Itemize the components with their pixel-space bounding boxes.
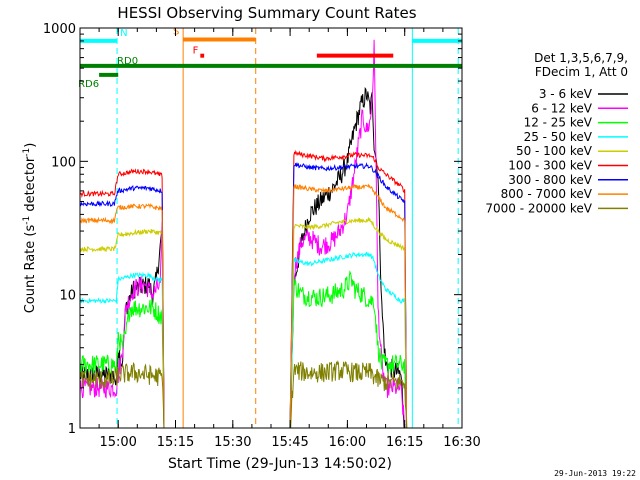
plot-area: N S F RD0 RD6 1 10 100 1000 15:00 15:15 15:30 15:45 1… [43,22,481,450]
flag-label-RD6: RD6 [78,79,99,90]
x-tick-label: 15:00 [99,435,136,450]
chart-title: HESSI Observing Summary Count Rates [117,4,416,22]
legend-header-line2: FDecim 1, Att 0 [535,65,628,79]
legend-header-line1: Det 1,3,5,6,7,9, [534,51,628,65]
series-line-3 [80,251,408,428]
series-line-8 [80,359,408,428]
y-tick-label: 1 [68,422,76,437]
x-tick-label: 15:45 [271,435,308,450]
x-tick-label: 16:00 [329,435,366,450]
series-line-4 [80,216,408,428]
flag-label-F: F [193,46,199,57]
series-line-7 [80,183,408,428]
legend-label: 7000 - 20000 keV [485,201,592,215]
legend-label: 3 - 6 keV [539,87,593,101]
x-tick-label: 15:15 [157,435,194,450]
legend-label: 25 - 50 keV [524,130,593,144]
legend-label: 12 - 25 keV [524,116,593,130]
legend-label: 6 - 12 keV [531,101,593,115]
legend-label: 800 - 7000 keV [501,187,593,201]
y-tick-label: 10 [59,289,76,304]
x-axis-label: Start Time (29-Jun-13 14:50:02) [168,456,392,472]
flag-label-S: S [173,26,179,37]
x-tick-label: 16:15 [386,435,423,450]
flag-label-N: N [120,28,127,39]
y-tick-label: 1000 [43,22,76,37]
legend-label: 50 - 100 keV [516,144,593,158]
legend-label: 300 - 800 keV [508,173,592,187]
y-tick-label: 100 [51,155,76,170]
series-line-5 [80,149,408,428]
x-tick-label: 15:30 [214,435,251,450]
x-tick-label: 16:30 [443,435,480,450]
timestamp: 29-Jun-2013 19:22 [554,469,636,478]
series-group [80,39,408,428]
legend-label: 100 - 300 keV [508,159,592,173]
flag-label-RD0: RD0 [117,56,138,67]
series-line-6 [80,161,408,428]
legend: Det 1,3,5,6,7,9, FDecim 1, Att 0 3 - 6 k… [485,51,628,215]
y-axis-label: Count Rate (s-1 detector-1) [22,143,38,314]
series-line-2 [80,269,408,428]
